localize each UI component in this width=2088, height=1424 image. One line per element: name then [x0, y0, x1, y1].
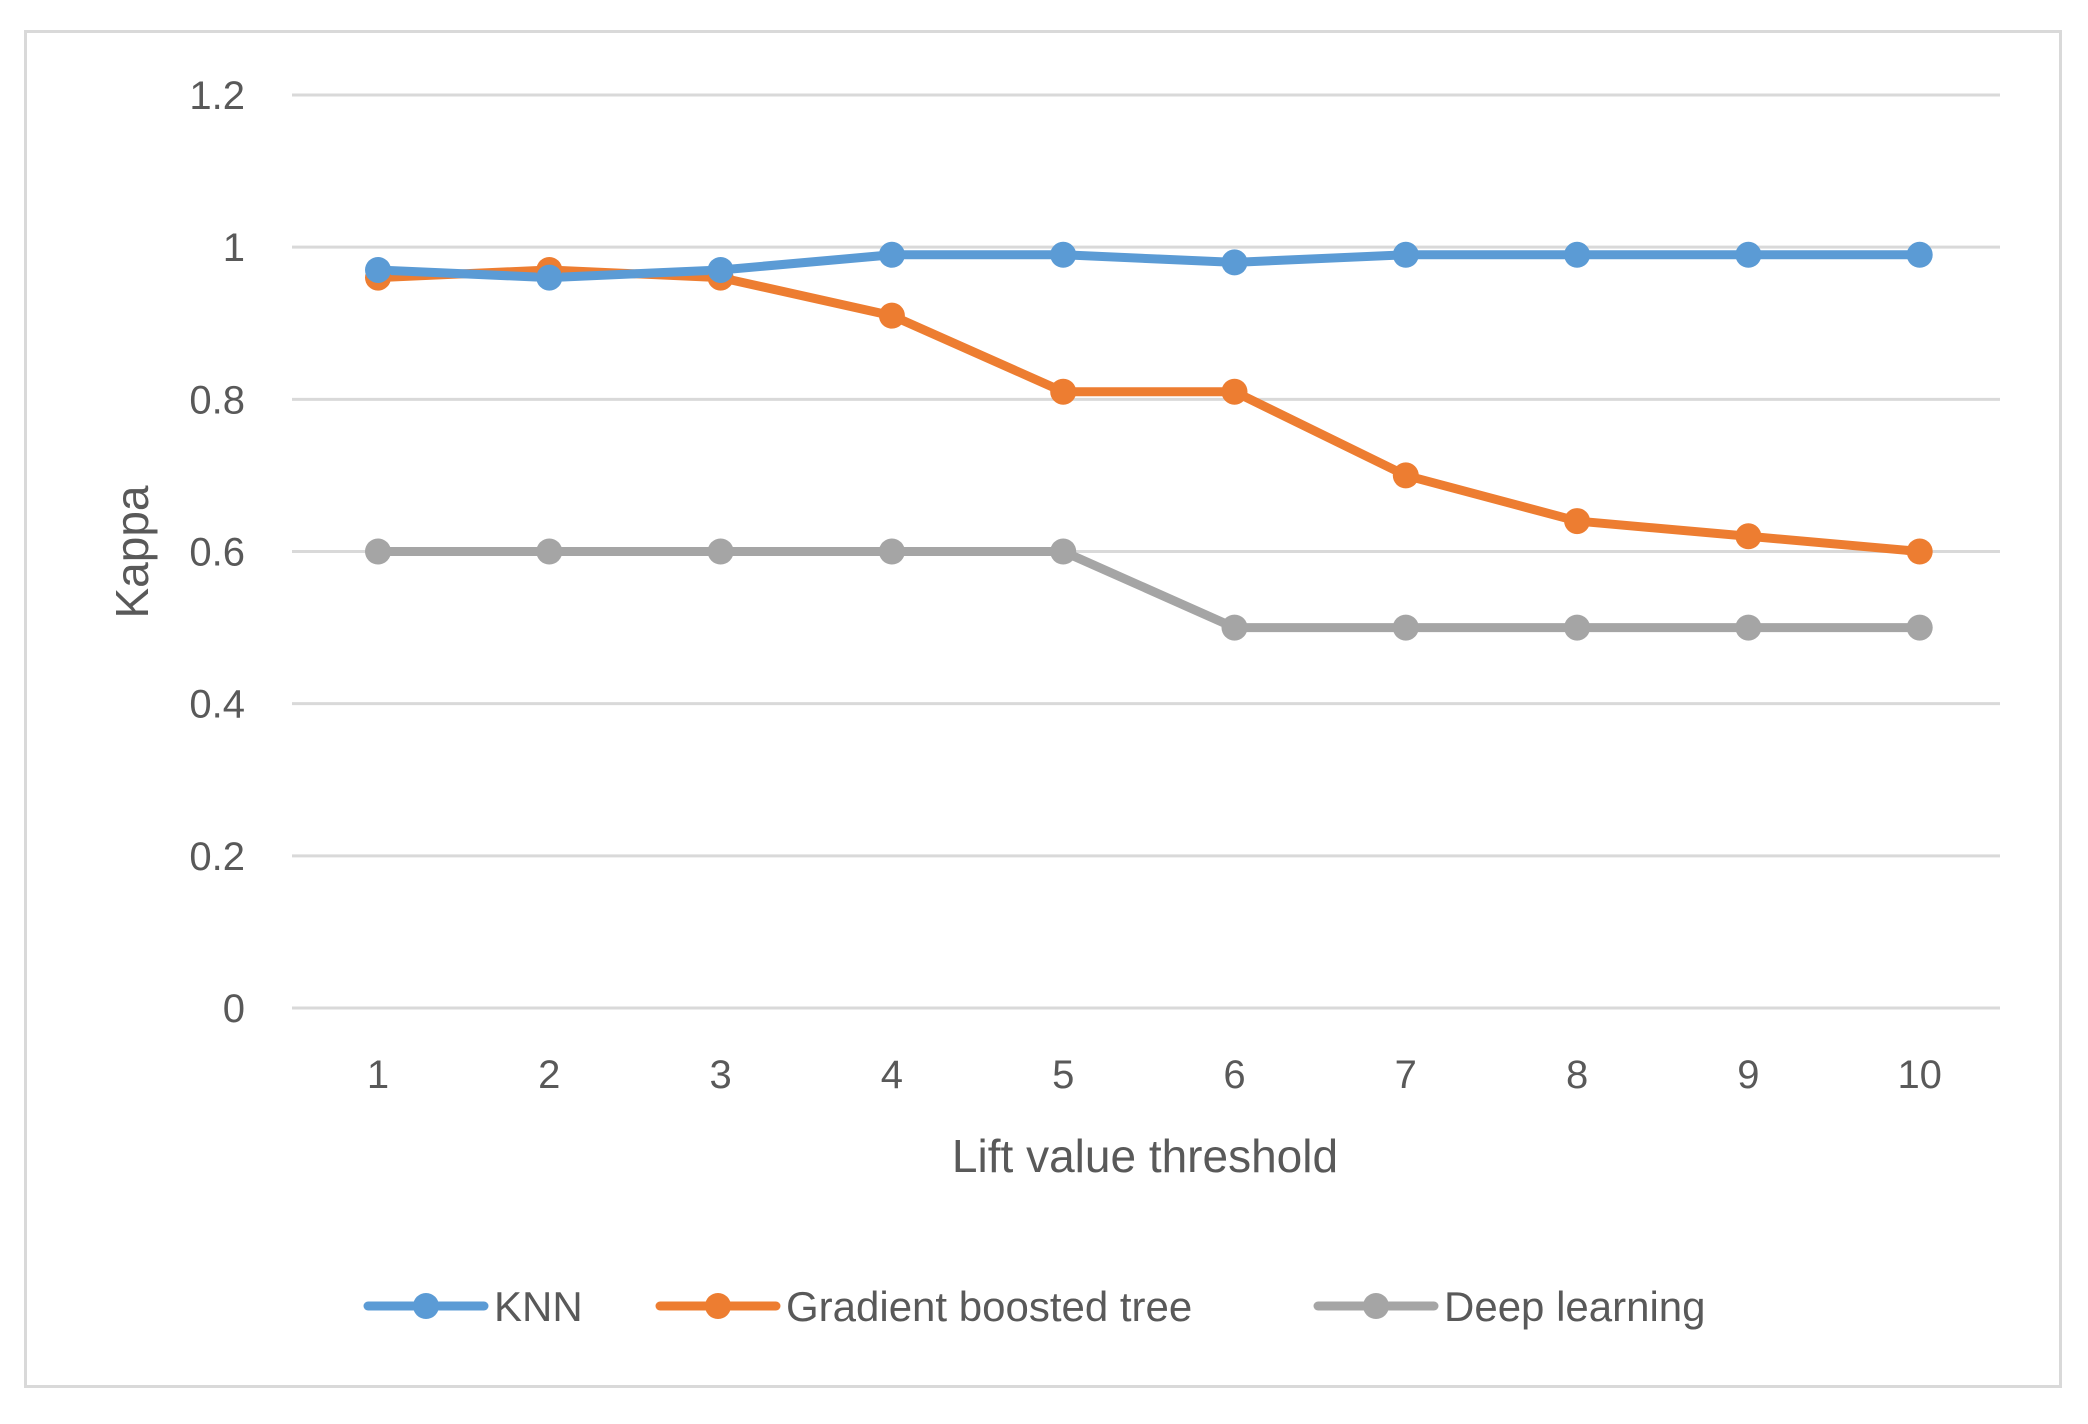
legend-swatch-marker	[705, 1293, 731, 1319]
legend-item-deep-learning: Deep learning	[1313, 1283, 1706, 1330]
data-point-deep-learning	[1735, 614, 1762, 641]
gridlines	[292, 93, 2000, 1010]
y-axis-ticks: 0 0.2 0.4 0.6 0.8 1 1.2	[189, 74, 245, 1031]
y-tick-label: 1.2	[189, 74, 245, 118]
y-tick-label: 0.2	[189, 835, 245, 879]
data-point-deep-learning	[1564, 614, 1591, 641]
legend-swatch-marker	[413, 1293, 439, 1319]
data-point-knn	[1564, 241, 1591, 268]
y-tick-label: 0.4	[189, 683, 245, 727]
data-point-gradient-boosted-tree	[1221, 378, 1248, 405]
x-tick-label: 8	[1566, 1053, 1588, 1097]
x-tick-label: 2	[538, 1053, 560, 1097]
data-point-gradient-boosted-tree	[1735, 523, 1762, 550]
series-markers	[365, 241, 1933, 641]
data-point-gradient-boosted-tree	[1906, 538, 1933, 565]
data-point-gradient-boosted-tree	[1392, 462, 1419, 489]
series-line-deep-learning	[373, 547, 1925, 633]
x-tick-label: 5	[1052, 1053, 1074, 1097]
data-point-deep-learning	[1392, 614, 1419, 641]
x-axis-title: Lift value threshold	[952, 1130, 1338, 1182]
data-point-deep-learning	[1221, 614, 1248, 641]
y-axis-title: Kappa	[106, 485, 158, 618]
x-tick-label: 6	[1223, 1053, 1245, 1097]
data-point-knn	[878, 241, 905, 268]
data-point-deep-learning	[878, 538, 905, 565]
data-point-knn	[536, 264, 563, 291]
x-tick-label: 9	[1737, 1053, 1759, 1097]
data-point-gradient-boosted-tree	[878, 302, 905, 329]
x-tick-label: 4	[881, 1053, 903, 1097]
data-point-knn	[1906, 241, 1933, 268]
data-point-knn	[1735, 241, 1762, 268]
y-tick-label: 0.6	[189, 531, 245, 575]
x-tick-label: 10	[1897, 1053, 1942, 1097]
data-point-gradient-boosted-tree	[1564, 508, 1591, 535]
x-tick-label: 7	[1395, 1053, 1417, 1097]
legend: KNN Gradient boosted tree Deep learning	[363, 1283, 1706, 1330]
data-point-deep-learning	[536, 538, 563, 565]
y-tick-label: 0.8	[189, 378, 245, 422]
series-line-gradient-boosted-tree	[373, 265, 1925, 556]
series-lines	[373, 250, 1925, 633]
data-point-knn	[1392, 241, 1419, 268]
data-point-deep-learning	[707, 538, 734, 565]
data-point-knn	[365, 256, 391, 283]
x-axis-ticks: 1 2 3 4 5 6 7 8 9 10	[367, 1053, 1942, 1097]
data-point-knn	[707, 256, 734, 283]
data-point-knn	[1221, 249, 1248, 276]
data-point-deep-learning	[365, 538, 391, 565]
x-tick-label: 1	[367, 1053, 389, 1097]
data-point-deep-learning	[1050, 538, 1077, 565]
legend-label: KNN	[494, 1283, 583, 1330]
y-tick-label: 1	[223, 226, 245, 270]
legend-item-knn: KNN	[363, 1283, 583, 1330]
legend-label: Deep learning	[1444, 1283, 1706, 1330]
data-point-knn	[1050, 241, 1077, 268]
legend-swatch-marker	[1363, 1293, 1389, 1319]
y-tick-label: 0	[223, 987, 245, 1031]
legend-label: Gradient boosted tree	[786, 1283, 1192, 1330]
data-point-deep-learning	[1906, 614, 1933, 641]
data-point-gradient-boosted-tree	[1050, 378, 1077, 405]
legend-item-gradient-boosted-tree: Gradient boosted tree	[655, 1283, 1192, 1330]
x-tick-label: 3	[709, 1053, 731, 1097]
series-line-knn	[373, 250, 1925, 283]
